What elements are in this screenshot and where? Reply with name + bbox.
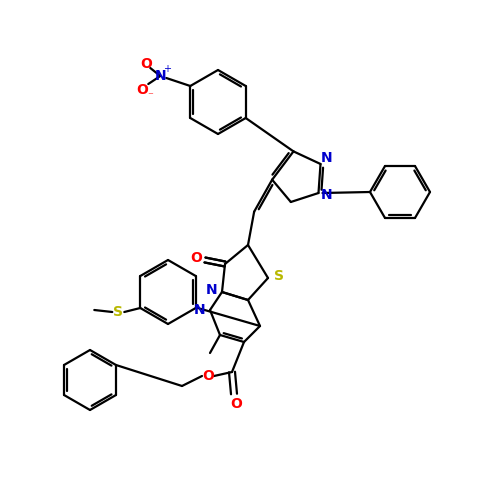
Text: N: N bbox=[194, 303, 206, 317]
Text: O: O bbox=[202, 369, 214, 383]
Text: O: O bbox=[190, 251, 202, 265]
Text: O: O bbox=[230, 397, 242, 411]
Text: S: S bbox=[114, 305, 124, 319]
Text: +: + bbox=[164, 64, 172, 74]
Text: S: S bbox=[274, 269, 284, 283]
Text: N: N bbox=[206, 283, 218, 297]
Text: N: N bbox=[320, 151, 332, 165]
Text: O: O bbox=[140, 57, 152, 71]
Text: N: N bbox=[320, 188, 332, 202]
Text: ⁻: ⁻ bbox=[148, 91, 153, 101]
Text: O: O bbox=[136, 83, 148, 97]
Text: N: N bbox=[154, 69, 166, 83]
